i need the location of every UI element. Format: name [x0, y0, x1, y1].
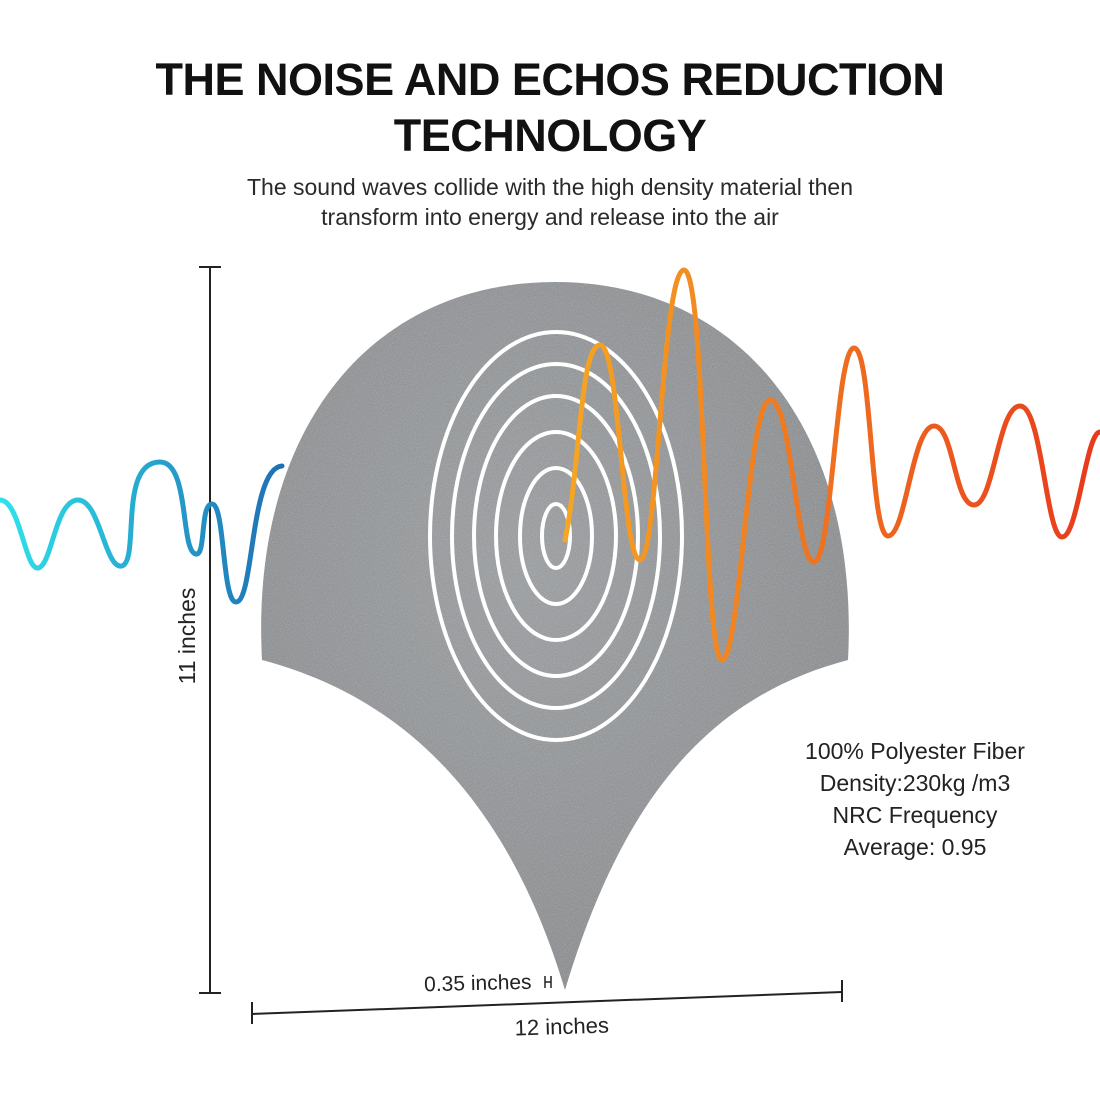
- spec-nrc-label: NRC Frequency: [832, 802, 998, 828]
- height-dimension-line: [199, 266, 221, 994]
- incoming-sound-wave: [0, 459, 285, 605]
- outgoing-sound-wave: [562, 267, 1100, 663]
- title-line-1: THE NOISE AND ECHOS REDUCTION: [155, 54, 945, 105]
- spec-density: Density:230kg /m3: [819, 770, 1011, 796]
- material-specs: 100% Polyester Fiber Density:230kg /m3 N…: [760, 735, 1070, 863]
- thickness-marker: [544, 976, 552, 988]
- absorption-rings: [428, 330, 684, 742]
- subtitle-line-2: transform into energy and release into t…: [321, 204, 779, 230]
- spec-material: 100% Polyester Fiber: [805, 738, 1025, 764]
- spec-nrc-value: Average: 0.95: [843, 834, 987, 860]
- width-label: 12 inches: [514, 1013, 609, 1041]
- subtitle: The sound waves collide with the high de…: [0, 172, 1100, 232]
- thickness-label: 0.35 inches: [424, 971, 532, 996]
- title-line-2: TECHNOLOGY: [393, 110, 707, 161]
- felt-panel: [261, 282, 849, 990]
- page-title: THE NOISE AND ECHOS REDUCTION TECHNOLOGY: [0, 52, 1100, 164]
- height-label: 11 inches: [174, 588, 200, 685]
- subtitle-line-1: The sound waves collide with the high de…: [246, 174, 853, 200]
- width-dimension-line: [251, 980, 843, 1024]
